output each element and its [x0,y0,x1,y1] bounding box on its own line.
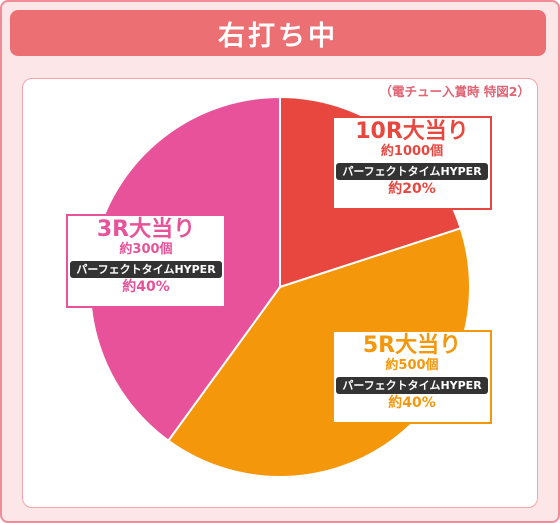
condition-note: （電チュー入賞時 特図2） [379,84,530,99]
label-3r-type: パーフェクトタイムHYPER [70,261,222,278]
page-title: 右打ち中 [10,10,546,56]
label-10r-percent: 約20% [388,181,436,197]
label-10r: 10R大当り 約1000個 パーフェクトタイムHYPER 約20% [332,116,492,210]
label-3r-title: 3R大当り [96,217,196,242]
label-5r-count: 約500個 [385,358,439,373]
label-3r-count: 約300個 [119,242,173,257]
label-5r: 5R大当り 約500個 パーフェクトタイムHYPER 約40% [332,330,492,424]
label-3r: 3R大当り 約300個 パーフェクトタイムHYPER 約40% [66,214,226,308]
label-5r-percent: 約40% [388,395,436,411]
label-5r-title: 5R大当り [362,333,462,358]
label-10r-type: パーフェクトタイムHYPER [336,163,488,180]
label-5r-type: パーフェクトタイムHYPER [336,377,488,394]
label-10r-count: 約1000個 [380,144,444,159]
label-3r-percent: 約40% [122,279,170,295]
label-10r-title: 10R大当り [355,119,469,144]
